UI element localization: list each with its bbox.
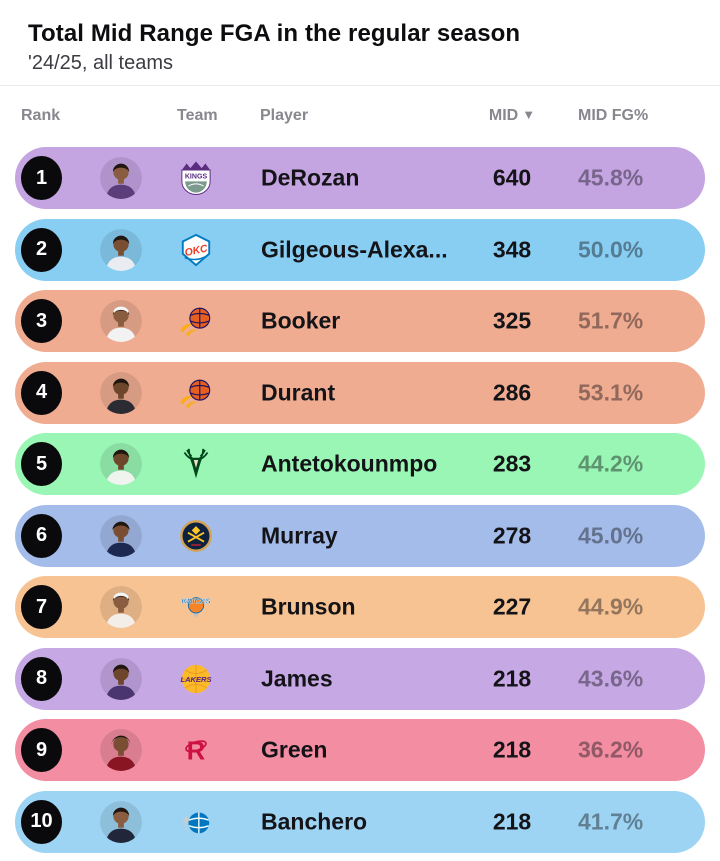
rank-badge: 2 bbox=[21, 227, 62, 272]
mid-fg-pct-value: 44.9% bbox=[578, 593, 644, 620]
rank-badge: 10 bbox=[21, 799, 62, 844]
mid-fga-value: 640 bbox=[492, 164, 532, 191]
mid-fg-pct-value: 44.2% bbox=[578, 450, 644, 477]
column-header-mid-fg[interactable]: MID FG% bbox=[578, 107, 649, 124]
page-subtitle: '24/25, all teams bbox=[28, 52, 174, 74]
column-header-mid[interactable]: MID ▼ bbox=[472, 107, 552, 125]
player-name: Durant bbox=[261, 379, 336, 405]
rank-number: 10 bbox=[30, 810, 53, 832]
mid-fga-value: 286 bbox=[492, 379, 532, 405]
sort-desc-icon: ▼ bbox=[522, 107, 536, 122]
rank-badge: 4 bbox=[21, 370, 62, 415]
rank-number: 3 bbox=[35, 309, 48, 332]
player-row-booker[interactable]: 3 Booker 325 51.7% bbox=[15, 290, 705, 352]
player-name: Booker bbox=[261, 307, 341, 334]
column-header-mid-label: MID bbox=[488, 107, 519, 124]
player-photo bbox=[100, 729, 142, 771]
player-photo bbox=[100, 157, 142, 199]
column-headers: Rank Team Player MID ▼ MID FG% bbox=[0, 107, 720, 129]
mid-fga-value: 283 bbox=[492, 450, 532, 477]
mid-fg-pct-value: 51.7% bbox=[578, 307, 644, 334]
team-logo-rockets-icon: R bbox=[179, 731, 213, 769]
team-logo-nuggets-icon bbox=[179, 517, 213, 555]
player-name: DeRozan bbox=[261, 164, 360, 191]
player-name: Antetokounmpo bbox=[261, 450, 438, 477]
player-photo bbox=[100, 228, 142, 271]
rank-number: 6 bbox=[35, 524, 48, 546]
player-name: James bbox=[261, 665, 333, 691]
mid-fga-value: 218 bbox=[492, 736, 532, 763]
team-logo-bucks-icon bbox=[179, 445, 213, 483]
team-logo-kings-icon: KINGS bbox=[179, 159, 213, 197]
player-name: Banchero bbox=[261, 808, 368, 834]
team-logo-lakers-icon: LAKERS bbox=[179, 660, 213, 698]
player-row-gilgeous-alexander[interactable]: 2 OKC Gilgeous-Alexa... 348 50.0% bbox=[15, 218, 705, 281]
team-logo-magic-icon bbox=[179, 803, 213, 841]
mid-fg-pct-value: 45.8% bbox=[578, 164, 644, 191]
player-rows: 1 KINGS DeRozan 640 45.8% 2 OKC Gilgeous… bbox=[15, 147, 705, 853]
rank-badge: 7 bbox=[21, 585, 62, 629]
svg-text:OKC: OKC bbox=[184, 243, 209, 259]
svg-text:LAKERS: LAKERS bbox=[180, 674, 211, 683]
mid-fga-value: 227 bbox=[492, 593, 532, 620]
team-logo-thunder-icon: OKC bbox=[179, 231, 213, 269]
player-name: Murray bbox=[261, 522, 338, 548]
rank-badge: 1 bbox=[21, 156, 62, 200]
player-photo bbox=[100, 300, 142, 342]
rank-number: 7 bbox=[35, 595, 48, 618]
player-photo bbox=[100, 371, 142, 414]
header-divider bbox=[0, 85, 720, 86]
mid-fga-value: 348 bbox=[492, 236, 532, 262]
rank-badge: 8 bbox=[21, 656, 62, 701]
svg-text:KNICKS: KNICKS bbox=[181, 597, 211, 606]
player-row-derozan[interactable]: 1 KINGS DeRozan 640 45.8% bbox=[15, 147, 705, 209]
mid-fga-value: 325 bbox=[492, 307, 532, 334]
rank-number: 8 bbox=[35, 667, 48, 689]
mid-fga-value: 218 bbox=[492, 665, 532, 691]
player-photo bbox=[100, 443, 142, 485]
rank-badge: 6 bbox=[21, 513, 62, 558]
rank-number: 4 bbox=[35, 381, 48, 403]
player-row-durant[interactable]: 4 Durant 286 53.1% bbox=[15, 361, 705, 424]
player-photo bbox=[100, 800, 142, 843]
mid-fg-pct-value: 43.6% bbox=[578, 665, 644, 691]
mid-fg-pct-value: 53.1% bbox=[578, 379, 644, 405]
mid-fga-value: 278 bbox=[492, 522, 532, 548]
column-header-rank[interactable]: Rank bbox=[21, 107, 61, 124]
rank-badge: 5 bbox=[21, 442, 62, 486]
player-row-banchero[interactable]: 10 Banchero 218 41.7% bbox=[15, 790, 705, 853]
player-photo bbox=[100, 514, 142, 557]
player-row-murray[interactable]: 6 Murray 278 45.0% bbox=[15, 504, 705, 567]
team-logo-suns-icon bbox=[179, 302, 213, 340]
team-logo-knicks-icon: KNICKS bbox=[179, 588, 213, 626]
rank-number: 2 bbox=[35, 238, 48, 260]
mid-fg-pct-value: 36.2% bbox=[578, 736, 644, 763]
player-photo bbox=[100, 586, 142, 628]
player-row-brunson[interactable]: 7 KNICKS Brunson 227 44.9% bbox=[15, 576, 705, 638]
player-name: Brunson bbox=[261, 593, 356, 620]
player-row-green[interactable]: 9 R Green 218 36.2% bbox=[15, 719, 705, 781]
mid-fga-value: 218 bbox=[492, 808, 532, 834]
rank-number: 9 bbox=[35, 738, 48, 761]
player-row-antetokounmpo[interactable]: 5 Antetokounmpo 283 44.2% bbox=[15, 433, 705, 495]
player-row-james[interactable]: 8 LAKERS James 218 43.6% bbox=[15, 647, 705, 710]
page-title: Total Mid Range FGA in the regular seaso… bbox=[28, 20, 521, 47]
mid-fg-pct-value: 50.0% bbox=[578, 236, 644, 262]
player-name: Green bbox=[261, 736, 328, 763]
player-photo bbox=[100, 657, 142, 700]
mid-fg-pct-value: 41.7% bbox=[578, 808, 644, 834]
team-logo-suns-icon bbox=[179, 374, 213, 412]
player-name: Gilgeous-Alexa... bbox=[261, 236, 448, 262]
rank-badge: 3 bbox=[21, 299, 62, 343]
column-header-player[interactable]: Player bbox=[260, 107, 309, 124]
rank-number: 5 bbox=[35, 452, 48, 475]
column-header-team[interactable]: Team bbox=[177, 107, 218, 124]
rank-number: 1 bbox=[35, 166, 48, 189]
svg-text:KINGS: KINGS bbox=[185, 173, 208, 180]
mid-fg-pct-value: 45.0% bbox=[578, 522, 644, 548]
rank-badge: 9 bbox=[21, 728, 62, 772]
